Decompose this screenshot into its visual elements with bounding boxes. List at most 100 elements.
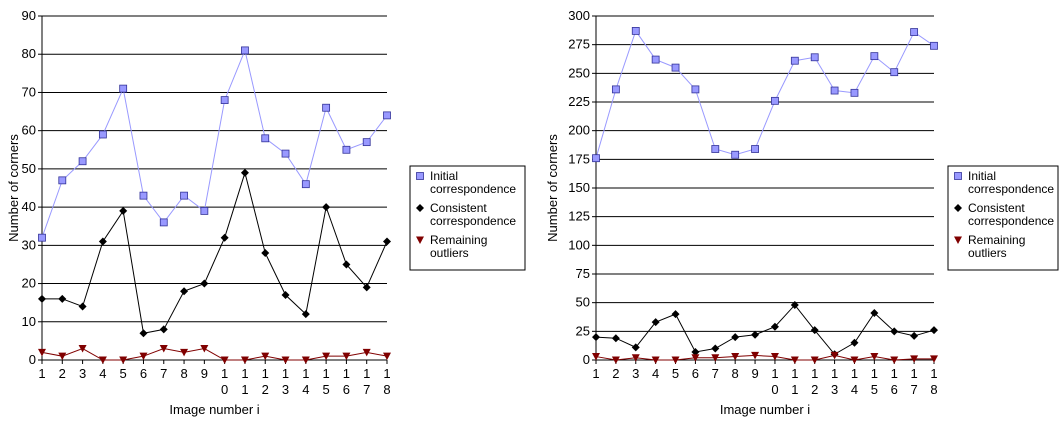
data-point	[240, 356, 249, 364]
data-point	[954, 172, 962, 180]
data-point	[281, 356, 290, 364]
data-point	[159, 325, 168, 334]
data-point	[322, 203, 331, 212]
x-tick-label: 9	[751, 366, 758, 381]
data-point	[711, 354, 720, 362]
data-point	[58, 352, 67, 361]
data-point	[281, 149, 290, 158]
data-point	[416, 236, 424, 244]
data-point	[751, 330, 760, 339]
data-point	[362, 138, 371, 147]
legend-box	[409, 165, 526, 271]
y-tick-label: 0	[583, 352, 590, 367]
y-tick-label: 25	[576, 323, 590, 338]
data-point	[770, 353, 779, 361]
data-point	[890, 327, 899, 336]
y-tick-label: 200	[568, 123, 590, 138]
data-point	[383, 237, 391, 246]
data-point	[38, 348, 46, 357]
data-point	[671, 310, 680, 319]
data-point	[651, 318, 660, 327]
data-point	[342, 260, 351, 269]
series-line	[41, 347, 388, 361]
data-point	[139, 352, 148, 361]
data-point	[651, 356, 660, 364]
data-point	[731, 333, 740, 342]
data-point	[301, 180, 310, 189]
data-point	[671, 63, 680, 72]
data-point	[78, 302, 87, 311]
y-tick-label: 90	[22, 8, 36, 23]
legend-label: Initial correspondence	[968, 169, 1054, 196]
data-point	[38, 233, 46, 242]
data-point	[322, 352, 331, 361]
y-tick-label: 150	[568, 180, 590, 195]
x-tick-label: 6	[692, 366, 699, 381]
data-point	[731, 353, 740, 361]
data-point	[954, 236, 962, 244]
x-tick-label: 7	[160, 366, 167, 381]
data-point	[200, 207, 209, 215]
data-point	[830, 351, 839, 360]
y-tick-label: 0	[29, 352, 36, 367]
series-2	[38, 168, 391, 338]
data-point	[220, 96, 229, 104]
data-point	[261, 248, 270, 257]
y-tick-label: 80	[22, 46, 36, 61]
data-point	[631, 27, 640, 35]
data-point	[691, 85, 700, 94]
data-point	[930, 355, 938, 363]
data-point	[362, 283, 371, 292]
data-point	[954, 204, 962, 212]
data-point	[671, 356, 680, 364]
legend: Initial correspondence Consistent correspon…	[409, 165, 526, 271]
x-tick-label: 2	[59, 366, 66, 381]
data-point	[890, 68, 899, 77]
y-tick-label: 175	[568, 151, 590, 166]
data-point	[810, 356, 819, 364]
x-tick-label: 2	[612, 366, 619, 381]
data-point	[200, 345, 209, 353]
data-point	[592, 333, 600, 342]
y-tick-label: 250	[568, 65, 590, 80]
data-point	[200, 279, 209, 288]
data-point	[119, 206, 128, 215]
x-tick-label: 5	[672, 366, 679, 381]
series-line	[595, 354, 934, 361]
data-point	[731, 150, 740, 159]
x-tick-label: 7	[712, 366, 719, 381]
data-point	[711, 145, 720, 153]
series-line	[42, 170, 388, 334]
series-1	[38, 46, 391, 242]
data-point	[910, 28, 919, 36]
series-3	[592, 351, 938, 364]
data-point	[711, 344, 720, 353]
x-tick-label: 8	[732, 366, 739, 381]
data-point	[751, 351, 760, 360]
data-point	[180, 348, 189, 357]
data-point	[416, 204, 424, 212]
data-point	[383, 352, 391, 361]
data-point	[751, 145, 759, 153]
series-line	[595, 304, 935, 355]
legend-label: Consistent correspondence	[968, 201, 1054, 228]
series-2	[592, 300, 938, 359]
y-tick-label: 30	[22, 237, 36, 252]
x-axis-title: Image number i	[169, 402, 259, 417]
x-tick-label: 9	[201, 366, 208, 381]
